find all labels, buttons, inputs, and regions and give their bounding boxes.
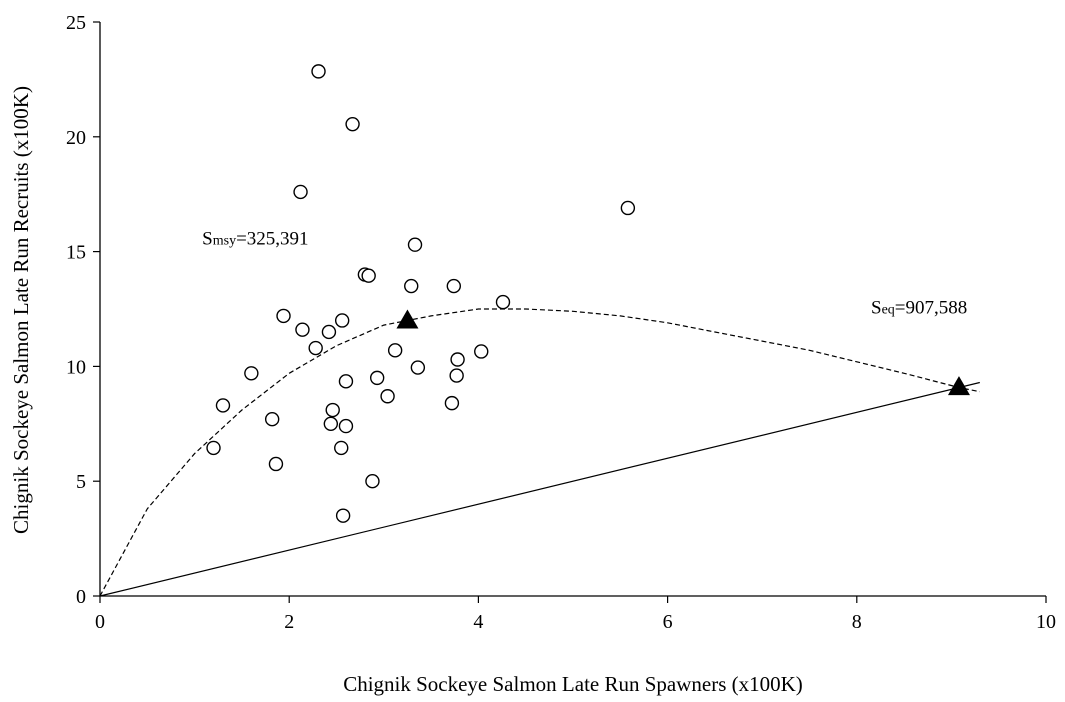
data-point [450, 352, 465, 367]
data-point [321, 324, 337, 340]
data-point [338, 374, 354, 389]
x-tick-label: 10 [1036, 611, 1056, 633]
annotation-label: Smsy=325,391 [202, 229, 308, 250]
data-point [268, 456, 284, 472]
data-point [334, 313, 350, 328]
data-point [620, 200, 636, 216]
data-point [311, 64, 326, 79]
data-point [495, 294, 511, 310]
data-point [410, 360, 426, 375]
x-tick-label: 8 [852, 611, 862, 633]
data-point [474, 344, 489, 359]
annotations: Smsy=325,391 Seq=907,588 [202, 229, 967, 319]
line-series [99, 308, 980, 597]
y-tick-label: 5 [76, 471, 86, 493]
x-axis-label: Chignik Sockeye Salmon Late Run Spawners… [343, 672, 803, 696]
x-tick-label: 2 [284, 611, 294, 633]
data-point [369, 370, 385, 386]
data-point [293, 184, 308, 200]
y-tick-label: 10 [66, 356, 86, 378]
data-point [334, 440, 349, 456]
data-point [345, 116, 360, 132]
data-point [446, 278, 462, 294]
axes [99, 22, 1046, 597]
data-point [295, 322, 310, 337]
x-tick-label: 4 [473, 611, 483, 633]
x-tick-label: 6 [663, 611, 673, 633]
y-tick-label: 15 [66, 242, 86, 264]
scatter-points [206, 64, 636, 523]
data-point [387, 343, 403, 358]
data-point [404, 278, 419, 294]
triangle-marker [396, 309, 419, 329]
data-point [407, 237, 423, 252]
data-point [335, 508, 351, 523]
data-point [215, 398, 231, 413]
y-tick-label: 20 [66, 127, 86, 149]
replacement-line [99, 381, 980, 597]
data-point [325, 402, 340, 418]
y-axis-label: Chignik Sockeye Salmon Late Run Recruits… [9, 86, 33, 534]
tick-labels: 0 2 4 6 8 10 0 5 10 15 20 25 [66, 12, 1056, 633]
data-point [323, 416, 339, 431]
x-tick-label: 0 [95, 611, 105, 633]
data-point [264, 412, 280, 427]
data-point [365, 474, 380, 489]
data-point [380, 389, 395, 404]
triangle-markers [396, 309, 970, 396]
data-point [449, 368, 464, 383]
data-point [338, 418, 354, 434]
y-tick-label: 0 [76, 586, 86, 608]
y-tick-label: 25 [66, 12, 86, 34]
data-point [361, 268, 376, 283]
recruitment-curve [99, 308, 980, 597]
data-point [444, 395, 460, 411]
data-point [244, 366, 259, 381]
data-point [308, 340, 323, 356]
data-point [206, 440, 221, 456]
triangle-marker [947, 376, 970, 396]
annotation-label: Seq=907,588 [871, 298, 967, 319]
data-point [276, 308, 291, 324]
